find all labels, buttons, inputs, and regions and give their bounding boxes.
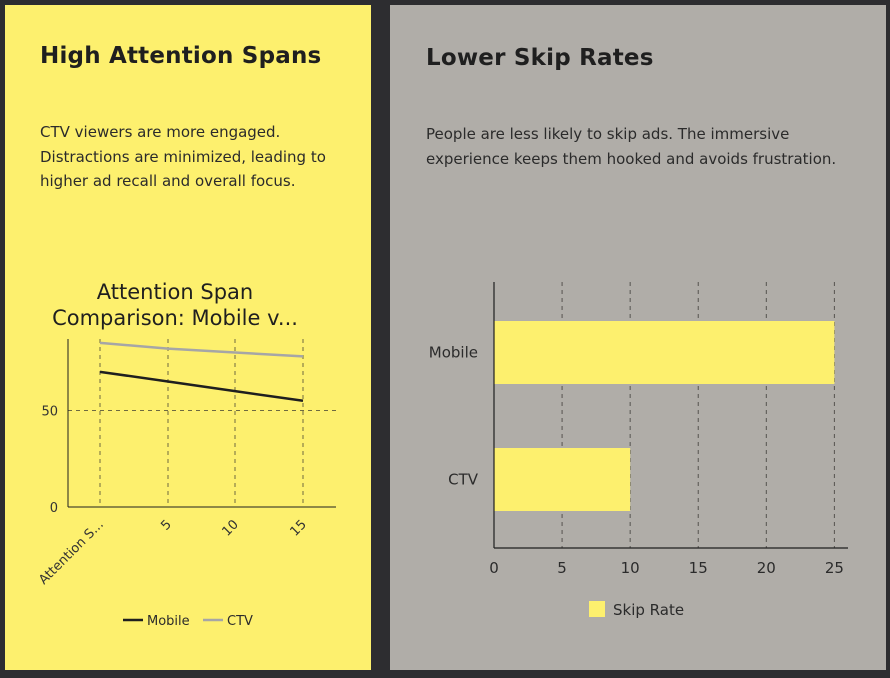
- card-description: People are less likely to skip ads. The …: [426, 125, 837, 168]
- x-tick-label: 15: [689, 559, 708, 577]
- bar-mobile: [494, 321, 835, 384]
- x-tick-label: 20: [757, 559, 776, 577]
- legend-label: Mobile: [147, 614, 190, 629]
- chart-title: Comparison: Mobile v...: [52, 306, 298, 330]
- legend-label: Skip Rate: [613, 601, 684, 619]
- card-title: Lower Skip Rates: [426, 45, 654, 71]
- chart-title: Attention Span: [97, 280, 253, 304]
- series-line-mobile: [99, 370, 304, 403]
- y-tick-label: 0: [50, 501, 58, 516]
- x-tick-label: 25: [825, 559, 844, 577]
- x-tick-label: 10: [220, 517, 242, 539]
- legend-swatch-skip-rate: [589, 601, 605, 617]
- x-tick-label: 5: [557, 559, 567, 577]
- category-label: CTV: [448, 471, 479, 489]
- x-tick-label: 10: [621, 559, 640, 577]
- skip-rate-card: Lower Skip Rates People are less likely …: [390, 5, 886, 670]
- x-tick-label: 0: [489, 559, 499, 577]
- skip-rate-bar-chart: Mobile CTV 0 5 10 15 20 25 Skip Rate: [429, 282, 848, 619]
- x-tick-label: 15: [288, 517, 310, 539]
- x-tick-label: Attention S...: [36, 517, 107, 588]
- series-line-ctv: [99, 341, 304, 358]
- legend-label: CTV: [227, 614, 253, 629]
- card-title: High Attention Spans: [40, 43, 322, 69]
- x-tick-label: 5: [158, 517, 174, 533]
- y-tick-label: 50: [41, 404, 58, 419]
- category-label: Mobile: [429, 344, 478, 362]
- attention-card: High Attention Spans CTV viewers are mor…: [5, 5, 371, 670]
- card-description: CTV viewers are more engaged. Distractio…: [40, 123, 326, 190]
- bar-ctv: [494, 448, 631, 511]
